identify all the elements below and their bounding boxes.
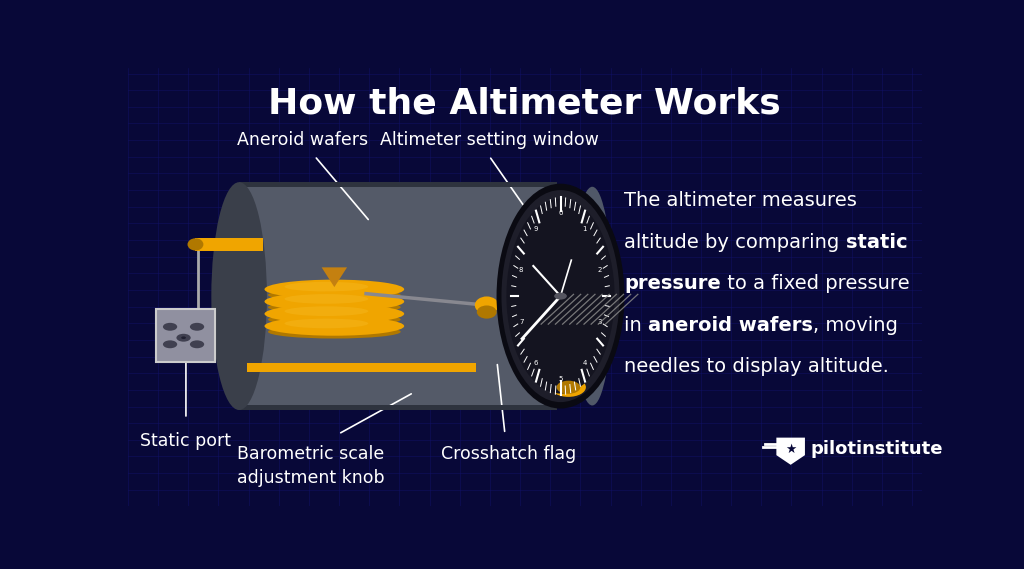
Ellipse shape xyxy=(507,199,614,394)
Ellipse shape xyxy=(268,300,400,314)
Text: Crosshatch flag: Crosshatch flag xyxy=(441,445,577,463)
Text: 7: 7 xyxy=(519,319,523,325)
Text: altitude by comparing: altitude by comparing xyxy=(624,233,846,251)
Circle shape xyxy=(554,292,567,300)
Ellipse shape xyxy=(211,182,267,410)
FancyBboxPatch shape xyxy=(156,310,215,362)
Text: aneroid wafers: aneroid wafers xyxy=(648,316,813,335)
Circle shape xyxy=(557,381,581,394)
Text: ★: ★ xyxy=(785,443,797,456)
Bar xyxy=(240,405,557,410)
Text: 5: 5 xyxy=(558,376,563,382)
Polygon shape xyxy=(776,438,805,465)
Bar xyxy=(240,182,557,187)
Text: Aneroid wafers: Aneroid wafers xyxy=(237,131,369,149)
Text: 9: 9 xyxy=(534,226,539,232)
Ellipse shape xyxy=(475,296,499,314)
Text: 3: 3 xyxy=(598,319,602,325)
Text: 4: 4 xyxy=(583,360,587,366)
Circle shape xyxy=(551,378,586,397)
Text: Altimeter setting window: Altimeter setting window xyxy=(380,131,598,149)
Ellipse shape xyxy=(477,306,497,319)
Text: How the Altimeter Works: How the Altimeter Works xyxy=(268,86,781,120)
Bar xyxy=(240,187,557,405)
Text: static: static xyxy=(846,233,907,251)
Text: The altimeter measures: The altimeter measures xyxy=(624,191,857,210)
Circle shape xyxy=(163,323,177,331)
Text: to a fixed pressure: to a fixed pressure xyxy=(721,274,909,293)
Ellipse shape xyxy=(264,279,404,299)
Ellipse shape xyxy=(264,304,404,323)
Text: Static port: Static port xyxy=(140,432,231,450)
Ellipse shape xyxy=(497,184,625,409)
Text: 2: 2 xyxy=(598,267,602,274)
Ellipse shape xyxy=(502,190,620,402)
Text: needles to display altitude.: needles to display altitude. xyxy=(624,357,889,377)
Text: in: in xyxy=(624,316,648,335)
Text: pilotinstitute: pilotinstitute xyxy=(811,440,943,459)
Circle shape xyxy=(189,323,204,331)
Ellipse shape xyxy=(545,281,568,307)
Ellipse shape xyxy=(264,292,404,311)
Text: 8: 8 xyxy=(519,267,523,274)
Text: pressure: pressure xyxy=(624,274,721,293)
Ellipse shape xyxy=(268,325,400,339)
Ellipse shape xyxy=(572,187,612,406)
Circle shape xyxy=(189,340,204,348)
Circle shape xyxy=(176,334,190,341)
Text: 1: 1 xyxy=(583,226,587,232)
Ellipse shape xyxy=(285,306,369,316)
Text: 6: 6 xyxy=(534,360,539,366)
Ellipse shape xyxy=(268,288,400,302)
Ellipse shape xyxy=(268,313,400,326)
Ellipse shape xyxy=(285,294,369,304)
Ellipse shape xyxy=(285,282,369,291)
Text: , moving: , moving xyxy=(813,316,898,335)
Text: 0: 0 xyxy=(558,210,563,216)
Ellipse shape xyxy=(264,316,404,336)
Bar xyxy=(196,238,263,250)
Text: Barometric scale
adjustment knob: Barometric scale adjustment knob xyxy=(237,445,384,486)
Circle shape xyxy=(163,340,177,348)
Polygon shape xyxy=(322,267,347,287)
Ellipse shape xyxy=(187,238,204,250)
Bar xyxy=(247,363,475,373)
Ellipse shape xyxy=(285,319,369,328)
Circle shape xyxy=(181,336,186,339)
